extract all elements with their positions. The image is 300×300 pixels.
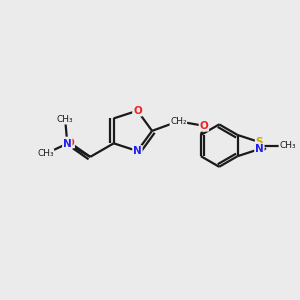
Text: N: N: [63, 139, 72, 148]
Text: O: O: [65, 137, 74, 148]
Text: CH₃: CH₃: [279, 141, 296, 150]
Text: CH₃: CH₃: [37, 149, 54, 158]
Text: CH₂: CH₂: [170, 117, 187, 126]
Text: N: N: [255, 144, 264, 154]
Text: S: S: [256, 137, 263, 147]
Text: CH₃: CH₃: [57, 115, 74, 124]
Text: O: O: [133, 106, 142, 116]
Text: N: N: [133, 146, 142, 156]
Text: O: O: [200, 121, 208, 131]
